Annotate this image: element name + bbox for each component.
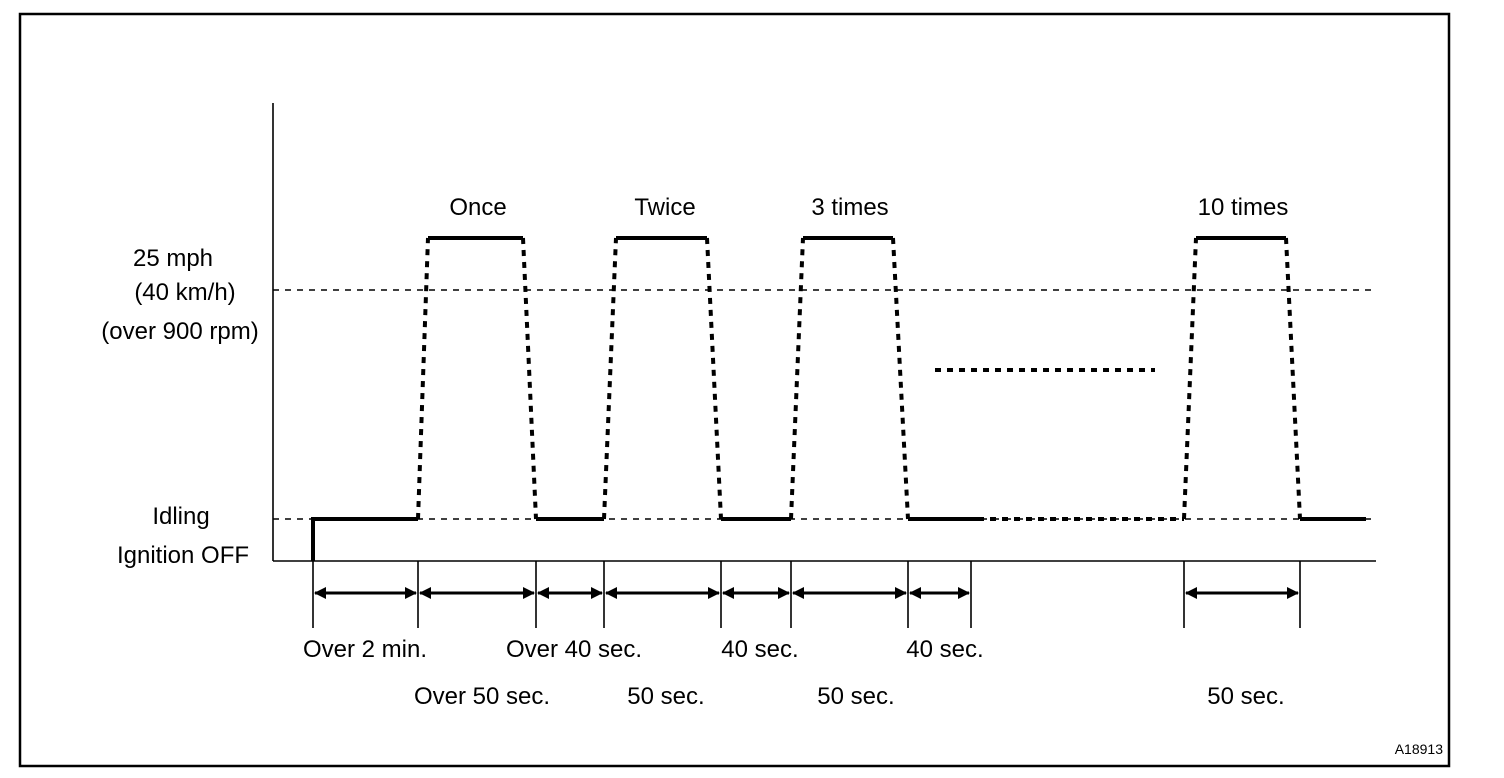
ignition-off-label: Ignition OFF [117, 542, 249, 569]
arrowhead-right [523, 587, 535, 599]
cycle-label-3-times: 3 times [811, 194, 888, 221]
arrowhead-right [1287, 587, 1299, 599]
arrowhead-left [909, 587, 921, 599]
arrowhead-right [895, 587, 907, 599]
diagram-frame [18, 12, 1451, 768]
interval-label-40-sec-2: 40 sec. [906, 636, 983, 663]
decel-ramp-1 [521, 237, 538, 520]
speed-kmh-label: (40 km/h) [134, 279, 235, 306]
cycle-label-once: Once [449, 194, 506, 221]
idling-label: Idling [152, 503, 209, 530]
interval-label-50-sec-3: 50 sec. [1207, 683, 1284, 710]
speed-mph-label: 25 mph [133, 245, 213, 272]
interval-label-over-40-sec: Over 40 sec. [506, 636, 642, 663]
accel-ramp-3 [789, 237, 805, 520]
ignition-on-step [311, 517, 418, 561]
arrowhead-right [405, 587, 417, 599]
accel-ramp-10 [1182, 237, 1198, 520]
arrowhead-left [537, 587, 549, 599]
accel-ramp-2 [602, 237, 618, 520]
arrowhead-right [778, 587, 790, 599]
decel-ramp-10 [1284, 237, 1302, 520]
arrowhead-left [314, 587, 326, 599]
cycle-label-10-times: 10 times [1198, 194, 1289, 221]
arrowhead-left [1185, 587, 1197, 599]
arrowhead-right [591, 587, 603, 599]
rpm-label: (over 900 rpm) [101, 318, 258, 345]
accel-ramp-1 [416, 237, 430, 520]
interval-label-over-50-sec: Over 50 sec. [414, 683, 550, 710]
decel-ramp-3 [891, 237, 910, 520]
cycle-label-twice: Twice [634, 194, 695, 221]
arrowhead-left [605, 587, 617, 599]
arrowhead-left [792, 587, 804, 599]
interval-ticks [312, 561, 1301, 628]
arrowhead-right [708, 587, 720, 599]
arrowhead-right [958, 587, 970, 599]
figure-id: A18913 [1395, 741, 1443, 757]
interval-label-over-2-min: Over 2 min. [303, 636, 427, 663]
interval-arrows [314, 587, 1299, 599]
arrowhead-left [722, 587, 734, 599]
interval-label-50-sec-2: 50 sec. [817, 683, 894, 710]
arrowhead-left [419, 587, 431, 599]
interval-label-40-sec-1: 40 sec. [721, 636, 798, 663]
interval-label-50-sec-1: 50 sec. [627, 683, 704, 710]
decel-ramp-2 [705, 237, 723, 520]
